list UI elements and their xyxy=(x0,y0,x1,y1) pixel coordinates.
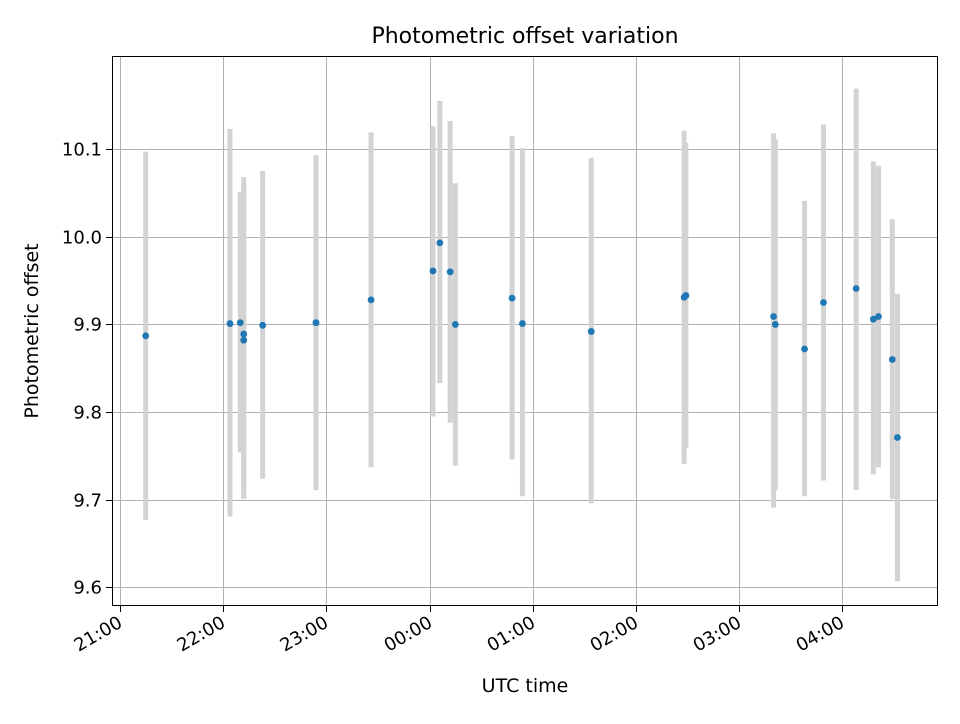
y-tick-label: 10.1 xyxy=(62,140,102,161)
x-tick-label: 22:00 xyxy=(174,612,229,656)
plot-frame xyxy=(112,56,938,606)
data-point xyxy=(771,321,779,328)
x-tick-label: 23:00 xyxy=(277,612,332,656)
data-point xyxy=(429,267,437,275)
data-point xyxy=(236,319,244,327)
x-tick-label: 02:00 xyxy=(587,612,642,656)
x-tick-label: 01:00 xyxy=(484,612,539,656)
errorbar-layer xyxy=(143,88,900,582)
data-point xyxy=(508,294,516,302)
data-point xyxy=(852,285,860,292)
x-axis-label: UTC time xyxy=(482,675,569,697)
y-tick-label: 9.6 xyxy=(73,578,102,599)
data-point xyxy=(587,328,595,335)
data-point xyxy=(436,239,444,247)
data-point xyxy=(801,345,808,353)
data-point xyxy=(820,299,827,306)
data-point xyxy=(519,320,526,327)
point-layer xyxy=(142,239,901,441)
data-point xyxy=(888,356,896,363)
x-tick-label: 03:00 xyxy=(690,612,745,656)
data-point xyxy=(367,296,375,304)
x-tick-label: 21:00 xyxy=(71,612,126,656)
data-point xyxy=(240,336,248,344)
data-point xyxy=(240,330,248,338)
data-point xyxy=(875,313,882,320)
data-point xyxy=(312,319,320,327)
data-point xyxy=(869,315,877,323)
data-point xyxy=(259,321,267,329)
y-axis-label: Photometric offset xyxy=(21,243,43,418)
y-tick-label: 9.8 xyxy=(73,403,102,424)
grid-layer xyxy=(113,57,937,605)
x-tick-label: 00:00 xyxy=(381,612,436,656)
y-tick-label: 10.0 xyxy=(62,228,102,249)
data-point xyxy=(451,321,459,328)
y-tick-label: 9.9 xyxy=(73,315,102,336)
chart-title: Photometric offset variation xyxy=(371,24,678,49)
data-point xyxy=(770,313,777,320)
data-point xyxy=(446,268,454,276)
y-tick-label: 9.7 xyxy=(73,491,102,512)
data-point xyxy=(226,320,234,327)
data-point xyxy=(894,434,901,441)
x-tick-label: 04:00 xyxy=(793,612,848,656)
data-point xyxy=(142,332,150,340)
data-point xyxy=(682,292,690,299)
